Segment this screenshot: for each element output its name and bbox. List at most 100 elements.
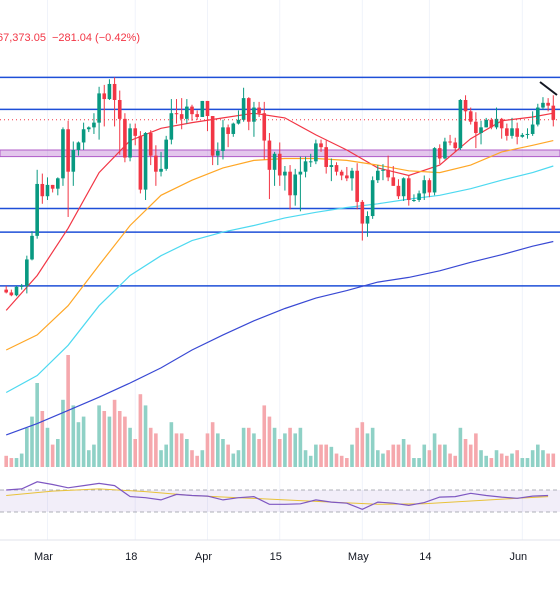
- volume-bar: [61, 399, 65, 467]
- volume-bar: [546, 453, 550, 467]
- x-tick-label: Mar: [34, 551, 53, 563]
- volume-bar: [174, 433, 179, 467]
- candle-body: [360, 201, 365, 224]
- volume-bar: [179, 433, 184, 467]
- candle-body: [339, 171, 344, 176]
- volume-bar: [97, 405, 101, 467]
- candle-body: [117, 100, 122, 119]
- volume-bar: [453, 455, 458, 467]
- volume-bar: [45, 427, 50, 467]
- candle-body: [56, 178, 60, 189]
- volume-bar: [50, 444, 55, 467]
- candle-body: [401, 178, 406, 197]
- volume-bar: [479, 450, 483, 467]
- volume-bar: [314, 444, 318, 467]
- candle-body: [334, 165, 339, 172]
- volume-bar: [339, 455, 344, 467]
- candle-body: [365, 216, 370, 224]
- volume-bar: [159, 450, 163, 467]
- volume-bar: [360, 422, 365, 467]
- volume-bar: [112, 399, 117, 467]
- volume-bar: [231, 453, 236, 467]
- moving-average: [5, 165, 554, 394]
- volume-bar: [386, 450, 390, 467]
- trend-line: [539, 81, 558, 96]
- candle-body: [324, 147, 328, 167]
- volume-bar: [474, 433, 478, 467]
- volume-bar: [401, 439, 406, 467]
- candle-body: [61, 129, 65, 179]
- candle-body: [536, 107, 540, 125]
- candle-body: [463, 100, 468, 112]
- plot: Mar 18 Apr 15 May 14 Jun: [0, 0, 560, 563]
- candle-body: [246, 98, 251, 122]
- volume-bar: [381, 453, 385, 467]
- candle-body: [30, 235, 34, 260]
- volume-bar: [355, 427, 359, 467]
- candle-body: [391, 177, 396, 186]
- candle-body: [453, 142, 458, 149]
- candle-body: [210, 116, 215, 156]
- candle-body: [148, 133, 153, 156]
- volume-bar: [216, 433, 220, 467]
- volume-bar: [257, 439, 261, 467]
- volume-bar: [422, 444, 427, 467]
- candle-body: [262, 113, 267, 141]
- candle-body: [355, 170, 359, 202]
- volume-bar: [494, 450, 499, 467]
- candle-body: [97, 93, 101, 123]
- volume-bar: [56, 439, 60, 467]
- volume-bar: [283, 433, 287, 467]
- volume-bar: [515, 450, 519, 467]
- volume-bar: [252, 433, 256, 467]
- candle-body: [19, 285, 24, 287]
- volume-bar: [463, 439, 468, 467]
- candle-body: [71, 150, 76, 172]
- candle-body: [267, 140, 272, 170]
- volume-bar: [365, 433, 370, 467]
- candle-body: [494, 118, 499, 128]
- candle-body: [138, 135, 143, 190]
- candle-body: [195, 114, 199, 117]
- candle-body: [530, 124, 535, 134]
- candle-body: [45, 184, 50, 197]
- candle-body: [76, 142, 81, 150]
- volume-bar: [117, 411, 122, 467]
- candle-body: [479, 127, 483, 134]
- moving-average: [5, 140, 554, 351]
- candle-body: [40, 183, 45, 197]
- candle-body: [510, 128, 514, 136]
- candle-body: [515, 128, 519, 137]
- candle-body: [417, 193, 421, 200]
- volume-bar: [71, 405, 76, 467]
- candle-body: [257, 107, 261, 114]
- candle-body: [443, 141, 447, 159]
- volume-bar: [205, 433, 210, 467]
- volume-bar: [468, 444, 473, 467]
- candle-body: [14, 286, 19, 296]
- candle-body: [448, 141, 452, 143]
- volume-bar: [277, 439, 282, 467]
- candle-body: [128, 128, 132, 158]
- candle-body: [298, 171, 303, 175]
- candle-body: [350, 170, 354, 179]
- volume-bar: [86, 450, 91, 467]
- volume-bar: [195, 455, 199, 467]
- candle-body: [345, 175, 349, 179]
- volume-bar: [541, 450, 545, 467]
- volume-bar: [210, 422, 215, 467]
- volume-bar: [443, 444, 447, 467]
- volume-bar: [19, 453, 24, 467]
- volume-bar: [200, 450, 205, 467]
- candle-body: [406, 178, 411, 200]
- candle-body: [499, 118, 504, 129]
- candle-body: [319, 143, 323, 148]
- volume-bar: [396, 444, 401, 467]
- candle-body: [381, 169, 385, 171]
- candle-body: [314, 143, 318, 162]
- candle-body: [551, 105, 556, 120]
- price-change: −281.04 (−0.42%): [52, 32, 140, 44]
- volume-bar: [370, 427, 375, 467]
- volume-bar: [76, 422, 81, 467]
- volume-bar: [484, 455, 488, 467]
